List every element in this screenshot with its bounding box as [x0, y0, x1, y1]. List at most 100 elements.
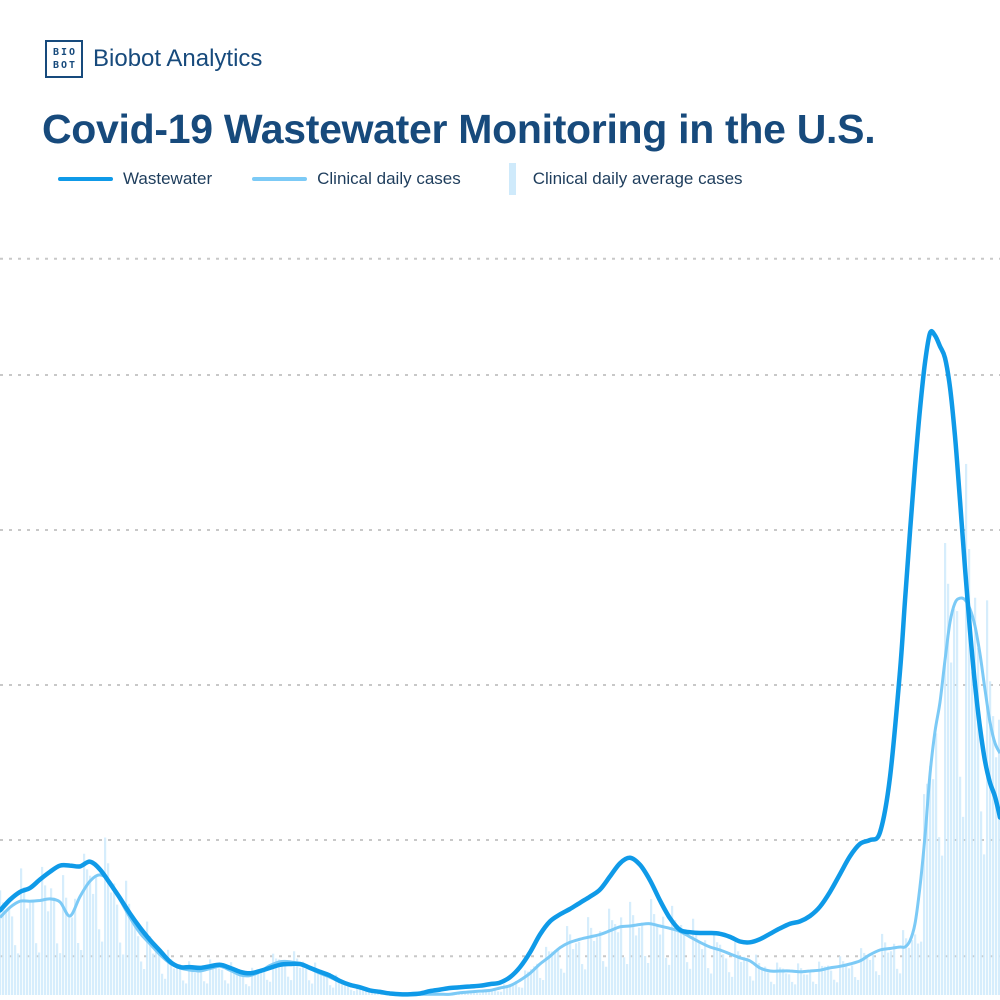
clinical-average-bar: [623, 957, 626, 995]
clinical-average-bar: [791, 981, 794, 995]
clinical-average-bar: [77, 942, 80, 995]
clinical-average-bar: [980, 811, 983, 995]
clinical-average-bar: [104, 837, 107, 995]
clinical-average-bar: [692, 918, 695, 995]
clinical-average-bar: [95, 877, 98, 995]
clinical-average-bar: [65, 897, 68, 995]
clinical-average-bar: [44, 885, 47, 995]
clinical-average-bar: [959, 776, 962, 995]
clinical-average-bar: [935, 733, 938, 995]
grid-layer: [0, 257, 1000, 958]
clinical-average-bar: [131, 919, 134, 995]
clinical-average-bar: [485, 990, 488, 995]
clinical-average-bar: [878, 974, 881, 995]
clinical-average-bar: [260, 972, 263, 995]
clinical-average-bar: [269, 981, 272, 995]
clinical-average-bar: [176, 966, 179, 995]
legend-item-wastewater: Wastewater: [58, 169, 212, 189]
clinical-average-bar: [110, 892, 113, 995]
clinical-average-bar: [533, 966, 536, 995]
clinical-average-bar: [662, 916, 665, 995]
clinical-average-bar: [971, 671, 974, 995]
clinical-average-bar: [845, 964, 848, 995]
legend-item-clinical-average: Clinical daily average cases: [501, 163, 743, 195]
clinical-average-bar: [368, 990, 371, 995]
clinical-average-bar: [479, 993, 482, 995]
clinical-average-bar: [296, 958, 299, 995]
logo-line-2: BOT: [52, 60, 78, 71]
clinical-average-bar: [818, 961, 821, 995]
clinical-average-bar: [74, 898, 77, 995]
clinical-average-bar: [944, 543, 947, 995]
biobot-logo: BIO BOT: [45, 40, 83, 78]
clinical-average-bar: [224, 980, 227, 995]
clinical-average-bar: [158, 947, 161, 995]
clinical-average-bar: [254, 970, 257, 995]
clinical-average-bar: [83, 853, 86, 995]
clinical-average-bar: [155, 944, 158, 995]
clinical-average-bar: [371, 992, 374, 995]
clinical-average-bar: [737, 951, 740, 995]
clinical-average-bar: [302, 961, 305, 995]
chart-plot: [0, 257, 1000, 997]
clinical-average-bar: [353, 991, 356, 995]
clinical-average-bar: [719, 944, 722, 995]
clinical-average-bar: [23, 887, 26, 995]
clinical-average-bar: [671, 905, 674, 995]
clinical-average-bar: [923, 794, 926, 995]
clinical-average-bar: [140, 961, 143, 995]
clinical-average-bar: [815, 983, 818, 995]
clinical-average-bar: [887, 952, 890, 995]
clinical-average-bar: [803, 974, 806, 995]
clinical-average-bar: [53, 897, 56, 995]
clinical-average-bar: [17, 953, 20, 995]
clinical-average-bar: [734, 942, 737, 995]
clinical-average-bar: [740, 961, 743, 995]
clinical-average-bar: [35, 943, 38, 995]
clinical-average-bar: [134, 925, 137, 995]
clinical-average-bar: [101, 941, 104, 995]
clinical-average-bar: [677, 931, 680, 995]
clinical-average-bar: [209, 959, 212, 995]
clinical-average-bar: [167, 949, 170, 995]
clinical-average-bar: [689, 968, 692, 995]
clinical-average-bar: [575, 943, 578, 995]
clinical-average-bar: [869, 959, 872, 995]
clinical-average-bar: [263, 971, 266, 995]
clinical-average-bar: [107, 863, 110, 995]
clinical-average-bar: [20, 868, 23, 995]
clinical-average-bar: [668, 964, 671, 995]
clinical-average-bar: [953, 609, 956, 995]
chart-title: Covid-19 Wastewater Monitoring in the U.…: [42, 106, 876, 152]
clinical-average-bar: [89, 875, 92, 995]
clinical-average-bar: [566, 926, 569, 995]
clinical-average-bar: [68, 916, 71, 995]
clinical-average-bar: [782, 968, 785, 995]
clinical-average-bar: [830, 970, 833, 995]
clinical-average-bar: [476, 992, 479, 995]
clinical-average-bar: [632, 915, 635, 995]
clinical-average-bar: [143, 969, 146, 995]
clinical-average-bar: [593, 940, 596, 995]
clinical-average-bar: [941, 855, 944, 995]
clinical-average-bar: [938, 837, 941, 995]
clinical-average-bar: [626, 964, 629, 995]
clinical-average-bar: [812, 981, 815, 995]
clinical-average-bar: [992, 716, 995, 995]
clinical-average-bar: [320, 971, 323, 995]
logo-line-1: BIO: [52, 47, 78, 58]
clinical-average-bar: [581, 964, 584, 995]
clinical-average-bar: [266, 979, 269, 995]
clinical-average-bar: [824, 966, 827, 995]
clinical-average-bar: [548, 951, 551, 995]
clinical-average-bar: [686, 962, 689, 995]
clinical-average-bar: [932, 779, 935, 995]
clinical-average-bar: [50, 888, 53, 995]
clinical-average-bar: [497, 991, 500, 995]
clinical-average-bar: [848, 968, 851, 995]
clinical-average-bar: [545, 946, 548, 995]
clinical-average-bar: [947, 583, 950, 995]
clinical-average-bar: [56, 943, 59, 995]
clinical-average-bar: [200, 970, 203, 995]
clinical-average-bar: [374, 993, 377, 995]
